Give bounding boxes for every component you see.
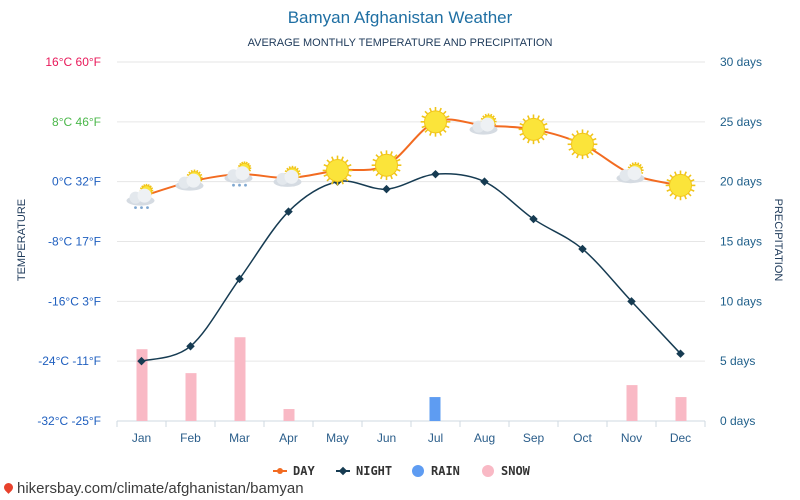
cloud-part [186,173,201,188]
legend-rain-label: RAIN [431,464,460,478]
legend-day-label: DAY [293,464,315,478]
sun-icon [518,114,549,145]
y-right-tick-label: 25 days [720,115,762,129]
y-left-tick-label: -32°C -25°F [37,414,101,428]
x-tick-label: Jan [132,431,151,445]
footer-link[interactable]: hikersbay.com/climate/afghanistan/bamyan [2,480,304,497]
chart-title: Bamyan Afghanistan Weather [288,8,513,27]
cloud-part [235,166,250,181]
legend-snow-label: SNOW [501,464,531,478]
sun-icon [371,150,402,181]
x-tick-label: Mar [229,431,250,445]
night-point [676,349,685,358]
snowflake [146,206,149,210]
sun-disc [375,153,398,177]
sun-icon [322,155,353,186]
cloud-part [284,169,299,184]
legend: DAY NIGHT RAIN SNOW [273,464,531,478]
y-left-tick-label: 8°C 46°F [52,115,101,129]
y-axis-right-title: PRECIPITATION [772,199,784,282]
sun-icon [567,129,598,160]
x-tick-label: Apr [279,431,298,445]
snowflake [232,183,235,187]
night-line [141,173,682,362]
y-right-tick-label: 30 days [720,55,762,69]
sun-disc [522,117,545,141]
night-point [431,169,440,179]
snow-bar [626,385,638,421]
snowflake [134,206,137,210]
snow-cloud-icon [126,183,155,210]
legend-night-marker [338,466,348,476]
x-tick-label: Jul [428,431,443,445]
y-right-tick-label: 15 days [720,235,762,249]
snowflake [238,183,241,187]
snowflake [244,183,247,187]
sun-disc [571,132,594,156]
partly-cloudy-icon [273,165,302,187]
x-tick-label: Nov [621,431,642,445]
y-left-tick-label: -16°C 3°F [48,294,101,308]
snowflake [140,206,143,210]
grid-lines [116,61,706,427]
night-point [186,341,195,351]
legend-snow-marker [482,465,494,477]
night-point [284,207,293,216]
day-line [141,118,681,198]
sun-disc [424,110,447,134]
night-point [480,177,489,186]
cloud-part [137,188,152,203]
snow-bar [136,349,148,421]
weather-icons [126,106,696,210]
x-tick-label: Jun [377,431,396,445]
x-axis: Jan Feb Mar Apr May Jun Jul Aug Sep Oct Nov Dec [132,431,691,445]
chart-subtitle: AVERAGE MONTHLY TEMPERATURE AND PRECIPIT… [248,37,553,49]
sun-disc [669,173,692,197]
y-right-tick-label: 0 days [720,414,755,428]
night-point [627,297,636,306]
y-axis-left: 16°C 60°F 8°C 46°F 0°C 32°F -8°C 17°F -16°C … [37,55,101,428]
x-tick-label: Feb [180,431,201,445]
snow-bar [675,397,687,421]
y-right-tick-label: 5 days [720,354,755,368]
map-pin-icon [2,481,15,494]
partly-cloudy-icon [469,113,498,135]
precipitation-bars [136,337,687,421]
night-point [235,274,244,284]
x-tick-label: Sep [523,431,545,445]
footer-text: hikersbay.com/climate/afghanistan/bamyan [17,480,304,497]
y-right-tick-label: 20 days [720,175,762,189]
snow-bar [234,337,246,421]
sun-icon [420,106,451,137]
cloud-part [480,117,495,132]
temperature-lines [137,118,685,366]
cloud-part [627,166,642,181]
snow-cloud-icon [224,161,253,187]
legend-day-marker [277,468,283,474]
legend-night-label: NIGHT [356,464,392,478]
night-point [382,184,391,194]
x-tick-label: Oct [573,431,592,445]
snow-bar [283,409,295,421]
y-right-tick-label: 10 days [720,294,762,308]
night-point [137,356,146,366]
y-left-tick-label: -24°C -11°F [38,354,101,368]
sun-icon [665,170,696,201]
y-left-tick-label: -8°C 17°F [48,235,101,249]
partly-cloudy-icon [175,169,204,191]
y-left-tick-label: 0°C 32°F [52,175,101,189]
x-tick-label: May [326,431,349,445]
y-axis-right: 30 days 25 days 20 days 15 days 10 days 5 day… [720,55,762,428]
x-tick-label: Dec [670,431,691,445]
sun-disc [326,158,349,182]
x-tick-label: Aug [474,431,495,445]
legend-rain-marker [412,465,424,477]
snow-bar [185,373,197,421]
partly-cloudy-icon [616,162,645,184]
y-left-tick-label: 16°C 60°F [45,55,101,69]
rain-bar [429,397,441,421]
y-axis-left-title: TEMPERATURE [16,199,28,281]
